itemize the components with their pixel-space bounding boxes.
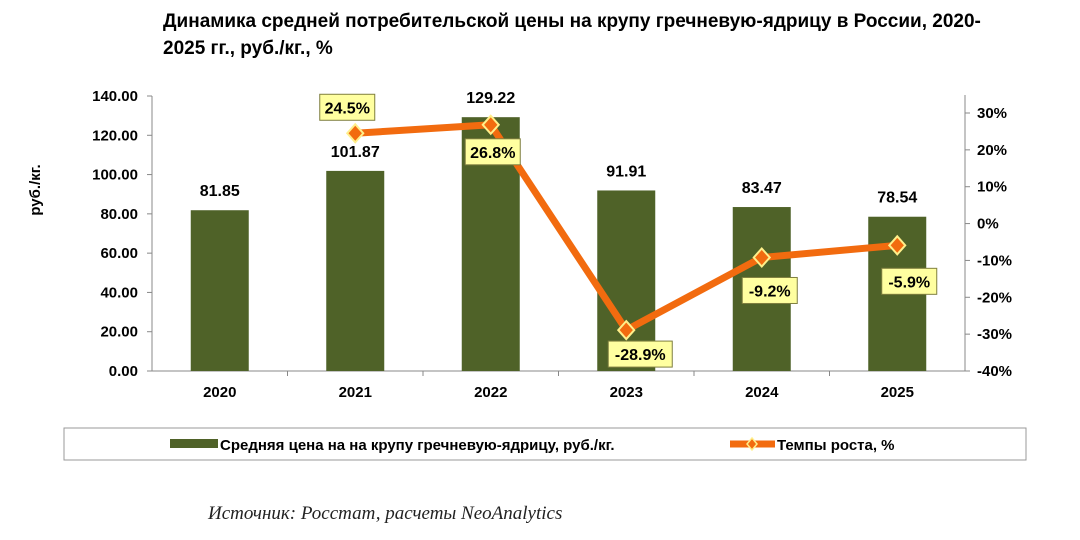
bar <box>190 210 249 371</box>
source-note: Источник: Росстат, расчеты NeoAnalytics <box>208 503 563 524</box>
legend-line-label: Темпы роста, % <box>777 437 895 454</box>
x-tick-label: 2022 <box>474 384 507 401</box>
y2-tick-label: 30% <box>977 105 1007 122</box>
x-tick-label: 2020 <box>203 384 236 401</box>
y2-tick-label: 20% <box>977 142 1007 159</box>
y2-tick-label: -20% <box>977 289 1012 306</box>
growth-label-box <box>319 93 376 121</box>
y-axis-label: руб./кг. <box>27 164 44 215</box>
legend-line-marker <box>746 436 758 452</box>
y2-tick-label: -40% <box>977 363 1012 380</box>
bar <box>326 170 385 371</box>
y2-tick-label: 0% <box>977 216 999 233</box>
growth-label-box <box>741 276 798 304</box>
y2-tick-label: -30% <box>977 326 1012 343</box>
bar-label: 83.47 <box>742 180 782 197</box>
y-tick-label: 20.00 <box>100 324 138 341</box>
bar-label: 78.54 <box>877 190 917 207</box>
growth-label-box <box>881 267 938 295</box>
x-tick-label: 2023 <box>610 384 643 401</box>
growth-marker <box>616 319 636 341</box>
legend-bar-swatch <box>170 439 218 448</box>
growth-label: -28.9% <box>615 347 666 364</box>
growth-label: -9.2% <box>749 283 791 300</box>
legend-box <box>63 427 1027 461</box>
growth-label: -5.9% <box>888 274 930 291</box>
growth-marker <box>481 114 501 136</box>
growth-label: 24.5% <box>325 100 370 117</box>
y-tick-label: 120.00 <box>92 127 138 144</box>
y-tick-label: 80.00 <box>100 206 138 223</box>
bar-label: 101.87 <box>331 144 380 161</box>
y-tick-label: 40.00 <box>100 284 138 301</box>
y-tick-label: 0.00 <box>109 363 138 380</box>
bar-label: 81.85 <box>200 183 240 200</box>
growth-label-box <box>464 138 521 166</box>
growth-marker <box>887 234 907 256</box>
x-tick-label: 2025 <box>881 384 914 401</box>
growth-marker <box>345 122 365 144</box>
x-tick-label: 2021 <box>339 384 372 401</box>
y-tick-label: 60.00 <box>100 245 138 262</box>
bar-label: 91.91 <box>606 163 646 180</box>
bar-label: 129.22 <box>466 90 515 107</box>
growth-label: 26.8% <box>470 145 515 162</box>
growth-marker <box>752 246 772 268</box>
x-tick-label: 2024 <box>745 384 779 401</box>
y-tick-label: 140.00 <box>92 88 138 105</box>
chart-title: Динамика средней потребительской цены на… <box>163 11 981 59</box>
y2-tick-label: -10% <box>977 252 1012 269</box>
y-tick-label: 100.00 <box>92 167 138 184</box>
y2-tick-label: 10% <box>977 179 1007 196</box>
legend-bar-label: Средняя цена на на крупу гречневую-ядриц… <box>220 437 615 454</box>
growth-label-box <box>607 340 673 368</box>
